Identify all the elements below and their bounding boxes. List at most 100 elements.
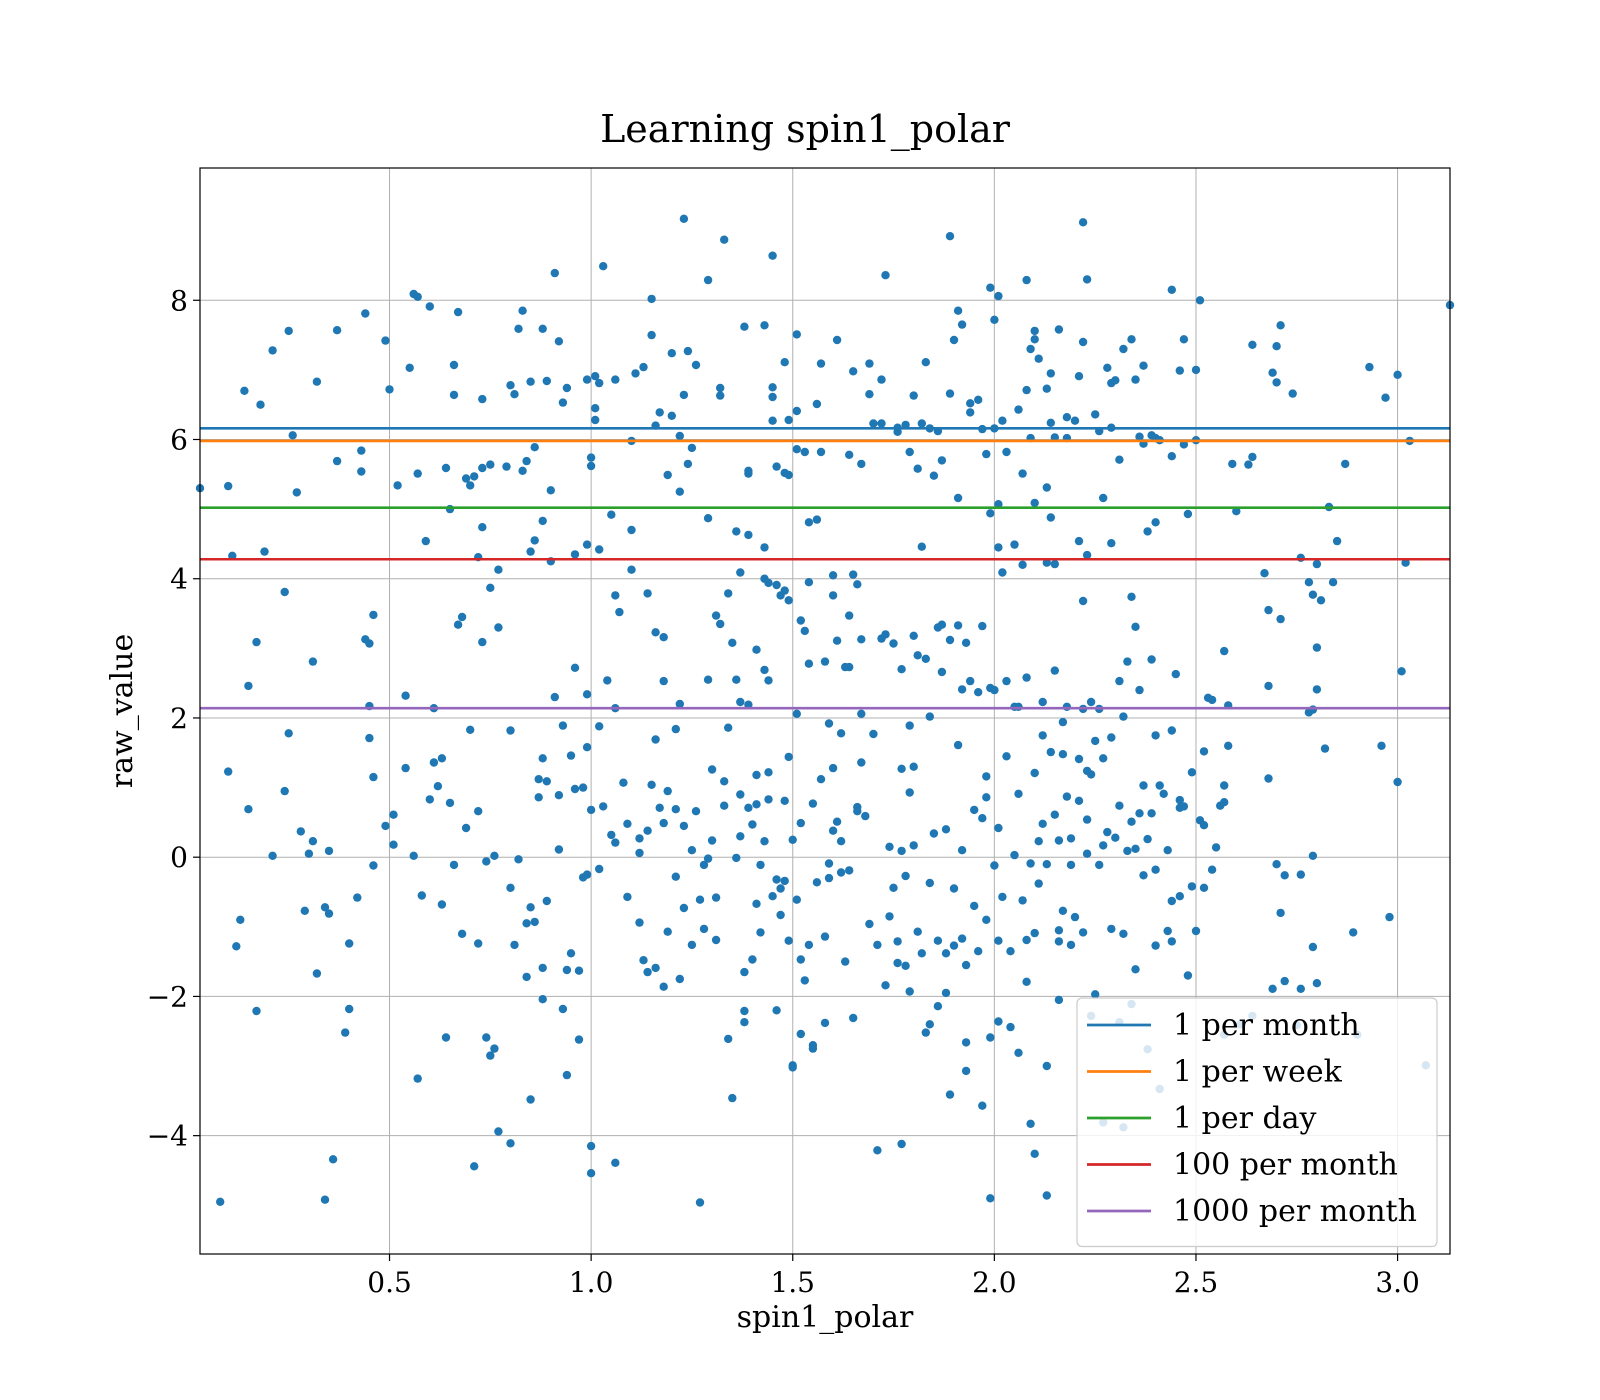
- data-point: [478, 394, 487, 404]
- data-point: [728, 1093, 737, 1103]
- data-point: [853, 807, 862, 816]
- data-point: [542, 777, 551, 786]
- data-point: [768, 416, 777, 425]
- data-point: [268, 346, 277, 355]
- data-point: [461, 823, 471, 833]
- data-point: [1070, 912, 1080, 922]
- plot-frame: [199, 167, 1451, 1255]
- data-point: [268, 851, 277, 860]
- data-point: [538, 754, 547, 763]
- data-point: [986, 509, 995, 518]
- data-point: [1111, 833, 1120, 842]
- data-point: [1167, 285, 1177, 294]
- data-point: [808, 799, 818, 808]
- data-point: [224, 767, 233, 776]
- data-point: [627, 565, 636, 574]
- data-point: [244, 805, 253, 814]
- threshold-lines: [200, 427, 1450, 710]
- data-point: [917, 949, 926, 958]
- y-tick-label: 2: [170, 702, 188, 735]
- data-point: [1151, 865, 1160, 874]
- data-point: [691, 807, 701, 816]
- y-axis-ticks: −4 −2 0 2 4 6 8: [147, 284, 200, 1153]
- data-point: [345, 1004, 354, 1014]
- data-point: [1058, 717, 1068, 727]
- data-point: [445, 504, 455, 514]
- data-point: [1119, 929, 1128, 938]
- data-point: [643, 826, 652, 835]
- data-point: [974, 947, 983, 956]
- data-point: [1171, 669, 1181, 679]
- data-point: [691, 360, 701, 370]
- y-tick-label: 4: [170, 563, 188, 596]
- data-point: [961, 1066, 971, 1076]
- data-point: [591, 372, 600, 381]
- data-point: [522, 456, 531, 466]
- data-point: [1365, 362, 1374, 372]
- data-point: [526, 547, 535, 556]
- data-point: [365, 639, 374, 648]
- data-point: [1042, 558, 1052, 567]
- data-point: [1074, 372, 1084, 381]
- data-point: [1115, 801, 1124, 810]
- data-point: [595, 864, 604, 874]
- data-point: [917, 542, 926, 551]
- data-point: [1268, 368, 1277, 377]
- data-point: [478, 463, 487, 473]
- data-point: [1091, 736, 1100, 746]
- data-point: [260, 547, 269, 556]
- data-point: [353, 893, 362, 902]
- data-point: [703, 275, 713, 285]
- data-point: [566, 751, 576, 760]
- data-point: [792, 330, 801, 339]
- data-point: [683, 346, 693, 356]
- data-point: [824, 719, 834, 728]
- data-point: [1393, 370, 1402, 379]
- data-point: [925, 1020, 934, 1029]
- data-point: [1046, 418, 1056, 427]
- data-point: [244, 681, 253, 691]
- data-point: [1054, 836, 1064, 845]
- data-point: [393, 481, 402, 490]
- data-point: [824, 859, 834, 868]
- data-point: [1014, 789, 1023, 798]
- x-tick-label: 0.5: [367, 1266, 412, 1299]
- data-point: [506, 883, 515, 892]
- data-point: [591, 404, 600, 413]
- data-point: [582, 690, 592, 699]
- data-point: [607, 830, 616, 840]
- legend-label: 100 per month: [1173, 1148, 1398, 1183]
- data-point: [1187, 882, 1197, 891]
- data-point: [1220, 646, 1229, 656]
- data-point: [506, 381, 515, 390]
- data-point: [1175, 366, 1185, 375]
- data-point: [1167, 726, 1177, 735]
- data-point: [1099, 493, 1108, 503]
- data-point: [865, 919, 874, 929]
- data-point: [1381, 393, 1390, 402]
- data-point: [820, 657, 830, 666]
- data-point: [332, 456, 342, 466]
- data-point: [558, 1004, 568, 1014]
- data-point: [784, 596, 793, 605]
- data-point: [724, 1034, 733, 1044]
- data-point: [994, 1017, 1003, 1026]
- data-point: [784, 470, 793, 480]
- data-point: [470, 1162, 479, 1171]
- data-point: [933, 936, 943, 945]
- data-point: [744, 700, 753, 709]
- data-point: [776, 910, 785, 920]
- data-point: [945, 1090, 955, 1099]
- data-point: [1143, 527, 1152, 536]
- data-point: [1175, 795, 1185, 805]
- data-point: [461, 474, 471, 483]
- data-point: [530, 443, 539, 452]
- data-point: [643, 967, 652, 977]
- data-point: [1050, 810, 1060, 819]
- data-point: [1147, 809, 1156, 818]
- data-point: [623, 819, 632, 828]
- data-point: [1191, 926, 1201, 936]
- data-point: [736, 568, 745, 577]
- data-point: [320, 903, 330, 912]
- data-point: [578, 783, 588, 792]
